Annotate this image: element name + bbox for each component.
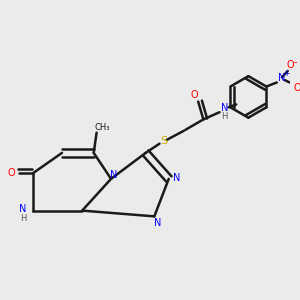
Text: N: N [154, 218, 161, 228]
Text: N: N [278, 74, 285, 83]
Text: CH₃: CH₃ [94, 123, 110, 132]
Text: N: N [19, 204, 27, 214]
Text: O: O [293, 83, 300, 93]
Text: -: - [293, 57, 297, 67]
Text: S: S [160, 136, 167, 146]
Text: H: H [221, 112, 228, 121]
Text: O: O [287, 60, 294, 70]
Text: O: O [191, 90, 199, 100]
Text: N: N [173, 173, 181, 183]
Text: H: H [20, 214, 26, 223]
Text: +: + [284, 69, 290, 78]
Text: N: N [221, 103, 228, 113]
Text: O: O [7, 167, 15, 178]
Text: N: N [110, 170, 117, 180]
